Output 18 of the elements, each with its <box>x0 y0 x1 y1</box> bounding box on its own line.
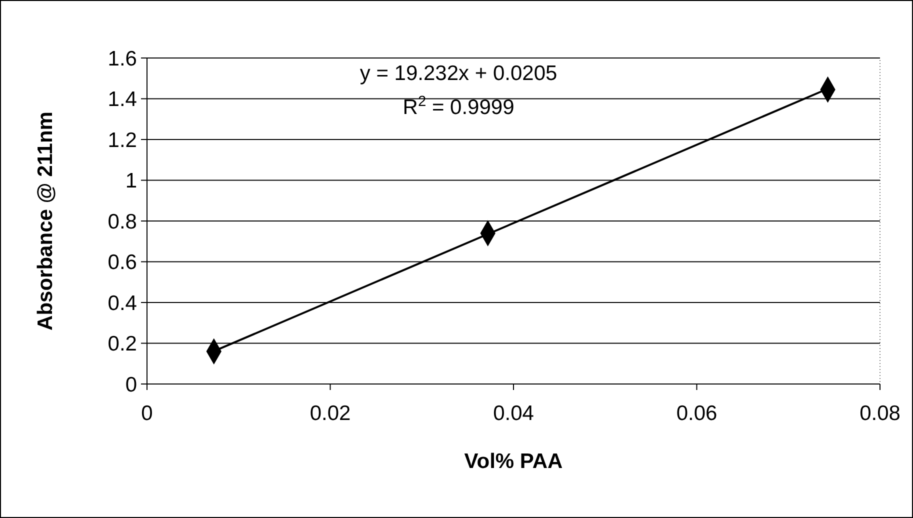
y-tick-label: 1 <box>125 170 137 193</box>
y-tick-label: 1.4 <box>108 88 138 112</box>
y-tick-label: 1.2 <box>108 128 137 152</box>
y-tick-label: 0.4 <box>108 292 138 315</box>
y-axis-title: Absorbance @ 211nm <box>34 112 57 330</box>
x-tick-label: 0 <box>141 402 153 425</box>
x-axis-title: Vol% PAA <box>464 450 563 473</box>
x-tick-label: 0.06 <box>676 402 718 425</box>
y-tick-label: 1.6 <box>108 47 137 70</box>
x-tick-label: 0.04 <box>493 402 534 425</box>
x-tick-label: 0.08 <box>860 402 900 425</box>
y-tick-label: 0.8 <box>108 210 137 234</box>
annotation: R$^{2}$ = 0.9999 <box>402 94 514 119</box>
annotation: y = 19.232x + 0.0205 <box>360 62 558 85</box>
x-tick-label: 0.02 <box>310 402 351 425</box>
y-tick-label: 0.2 <box>108 332 137 356</box>
y-tick-label: 0 <box>125 373 137 396</box>
y-tick-label: 0.6 <box>108 251 137 274</box>
